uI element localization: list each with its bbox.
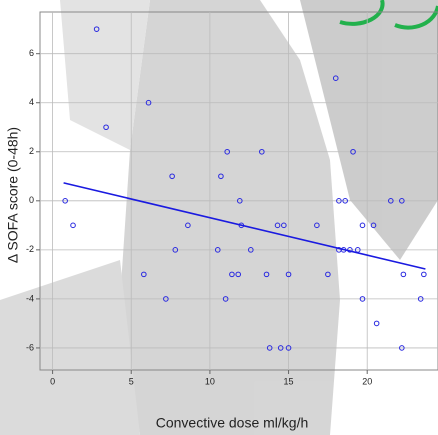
plot-frame xyxy=(39,11,438,371)
decoration xyxy=(339,0,385,26)
point xyxy=(359,222,366,229)
y-tick-label: -2 xyxy=(26,244,34,254)
point xyxy=(62,198,68,204)
point xyxy=(274,222,281,229)
y-tick-label: 2 xyxy=(29,146,34,156)
point xyxy=(370,222,377,229)
point xyxy=(388,198,394,204)
point xyxy=(314,222,320,229)
point xyxy=(172,247,179,253)
decoration xyxy=(394,5,438,30)
point xyxy=(247,247,254,253)
point xyxy=(263,271,270,278)
point xyxy=(400,271,407,278)
x-tick-label: 0 xyxy=(50,376,55,386)
point xyxy=(266,345,273,351)
x-tick-label: 5 xyxy=(129,376,134,386)
point xyxy=(421,271,427,278)
point xyxy=(359,296,366,302)
point xyxy=(285,345,292,351)
y-tick-label: -6 xyxy=(26,342,34,352)
point xyxy=(145,99,152,106)
point xyxy=(285,271,292,278)
x-axis-label: Convective dose ml/kg/h xyxy=(156,415,309,431)
point xyxy=(224,148,231,155)
y-tick-label: 0 xyxy=(29,195,34,205)
point xyxy=(222,296,229,302)
point xyxy=(70,222,76,229)
point xyxy=(103,124,109,131)
point xyxy=(141,271,147,278)
point xyxy=(342,198,348,204)
x-tick-label: 10 xyxy=(205,376,215,386)
point xyxy=(163,296,169,302)
x-tick-label: 20 xyxy=(362,376,372,386)
point xyxy=(350,148,356,155)
point xyxy=(229,271,235,278)
y-axis-label: Δ SOFA score (0-48h) xyxy=(5,127,21,263)
point xyxy=(399,198,405,204)
point xyxy=(236,198,243,204)
point xyxy=(399,345,405,351)
point xyxy=(332,75,339,82)
x-tick-label: 15 xyxy=(284,376,294,386)
point xyxy=(214,247,221,253)
point xyxy=(336,198,342,204)
point xyxy=(235,271,242,278)
point xyxy=(325,271,331,278)
point xyxy=(218,173,224,180)
point xyxy=(277,345,284,351)
regression-line xyxy=(63,182,426,270)
y-tick-label: 6 xyxy=(29,48,34,58)
point xyxy=(259,148,265,155)
point xyxy=(93,26,100,32)
y-tick-label: -4 xyxy=(26,293,34,303)
point xyxy=(169,173,175,180)
point xyxy=(417,296,424,302)
point xyxy=(281,222,287,229)
point xyxy=(373,320,380,327)
point xyxy=(185,222,191,229)
y-tick-label: 4 xyxy=(29,97,34,107)
